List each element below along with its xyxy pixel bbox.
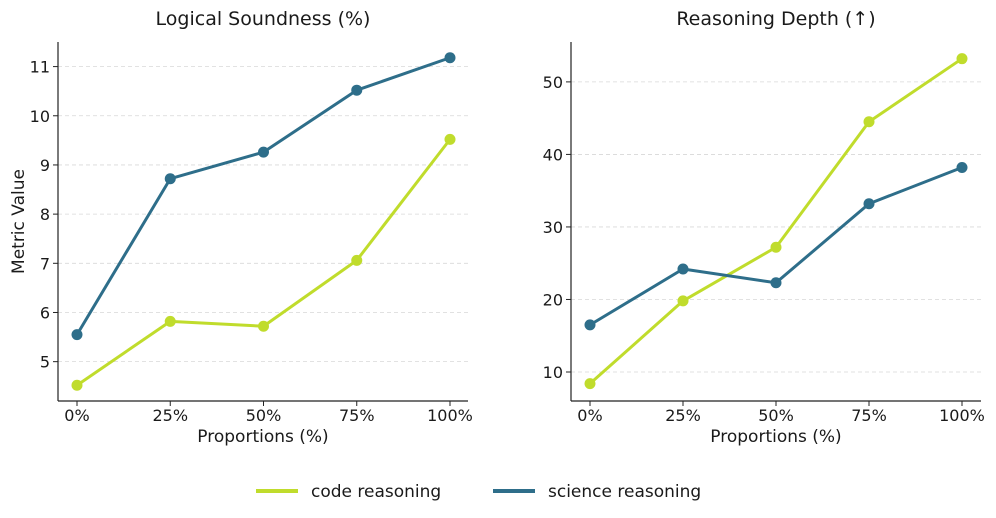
panel2-science-reasoning-point — [770, 277, 782, 289]
panel1-y-tick-label: 7 — [40, 254, 50, 273]
panel2-code-reasoning-point — [770, 241, 782, 253]
panel1-x-tick-label: 25% — [152, 406, 188, 425]
panel2-x-axis-label: Proportions (%) — [710, 427, 841, 447]
panel1-science-reasoning-line — [75, 56, 452, 337]
panel2-code-reasoning-point — [956, 53, 968, 65]
panel2-y-tick-label: 20 — [543, 290, 563, 309]
panel1-y-axis-label: Metric Value — [9, 169, 29, 274]
panel1-code-reasoning-line — [75, 137, 452, 387]
panel1-x-tick-label: 50% — [246, 406, 282, 425]
panel2-x-tick-label: 0% — [577, 406, 602, 425]
panel2-code-reasoning-point — [584, 378, 596, 390]
panel1-y-tick-label: 6 — [40, 303, 50, 322]
panel2-y-tick-label: 10 — [543, 363, 563, 382]
panel2-science-reasoning-point — [584, 319, 596, 331]
panel1-title: Logical Soundness (%) — [156, 8, 371, 30]
panel2-science-reasoning-point — [677, 263, 689, 275]
panel2-science-reasoning-point — [956, 161, 968, 173]
panel1-code-reasoning-point — [444, 133, 456, 145]
panel1-science-reasoning-point — [164, 173, 176, 185]
panel2-x-tick-label: 75% — [851, 406, 887, 425]
panel1-y-tick-label: 11 — [30, 58, 50, 77]
panel1-science-reasoning-point — [351, 84, 363, 96]
panel1-science-reasoning-point — [71, 329, 83, 341]
panel1-code-reasoning-point — [351, 254, 363, 266]
panel1-x-tick-label: 0% — [64, 406, 89, 425]
panel1-code-reasoning-point — [258, 320, 269, 332]
panel2-title: Reasoning Depth (↑) — [676, 8, 875, 30]
panel1-y-tick-label: 9 — [40, 156, 50, 175]
panel2-y-tick-label: 50 — [543, 73, 563, 92]
panel2-x-tick-label: 100% — [939, 406, 985, 425]
panel2-code-reasoning-point — [863, 116, 875, 128]
panel1-x-tick-label: 75% — [339, 406, 375, 425]
panel2-science-reasoning-point — [863, 198, 875, 210]
panel1-code-reasoning-point — [164, 315, 176, 327]
panel2-y-tick-label: 40 — [543, 145, 563, 164]
legend-label-code-reasoning: code reasoning — [311, 482, 441, 502]
panel2-y-tick-label: 30 — [543, 218, 563, 237]
panel1-science-reasoning-point — [258, 146, 269, 158]
panel1-science-reasoning-point — [444, 52, 456, 64]
panel2-code-reasoning-line — [588, 57, 964, 386]
panel1-x-tick-label: 100% — [427, 406, 473, 425]
panel1-code-reasoning-point — [71, 379, 83, 391]
panel2-code-reasoning-point — [677, 295, 689, 307]
panel2-x-tick-label: 50% — [758, 406, 794, 425]
panel1-y-tick-label: 5 — [40, 353, 50, 372]
panel1-y-tick-label: 10 — [30, 107, 50, 126]
legend-label-science-reasoning: science reasoning — [548, 482, 701, 502]
panel1-y-tick-label: 8 — [40, 205, 50, 224]
panel1-x-axis-label: Proportions (%) — [197, 427, 328, 447]
panel2-x-tick-label: 25% — [665, 406, 701, 425]
